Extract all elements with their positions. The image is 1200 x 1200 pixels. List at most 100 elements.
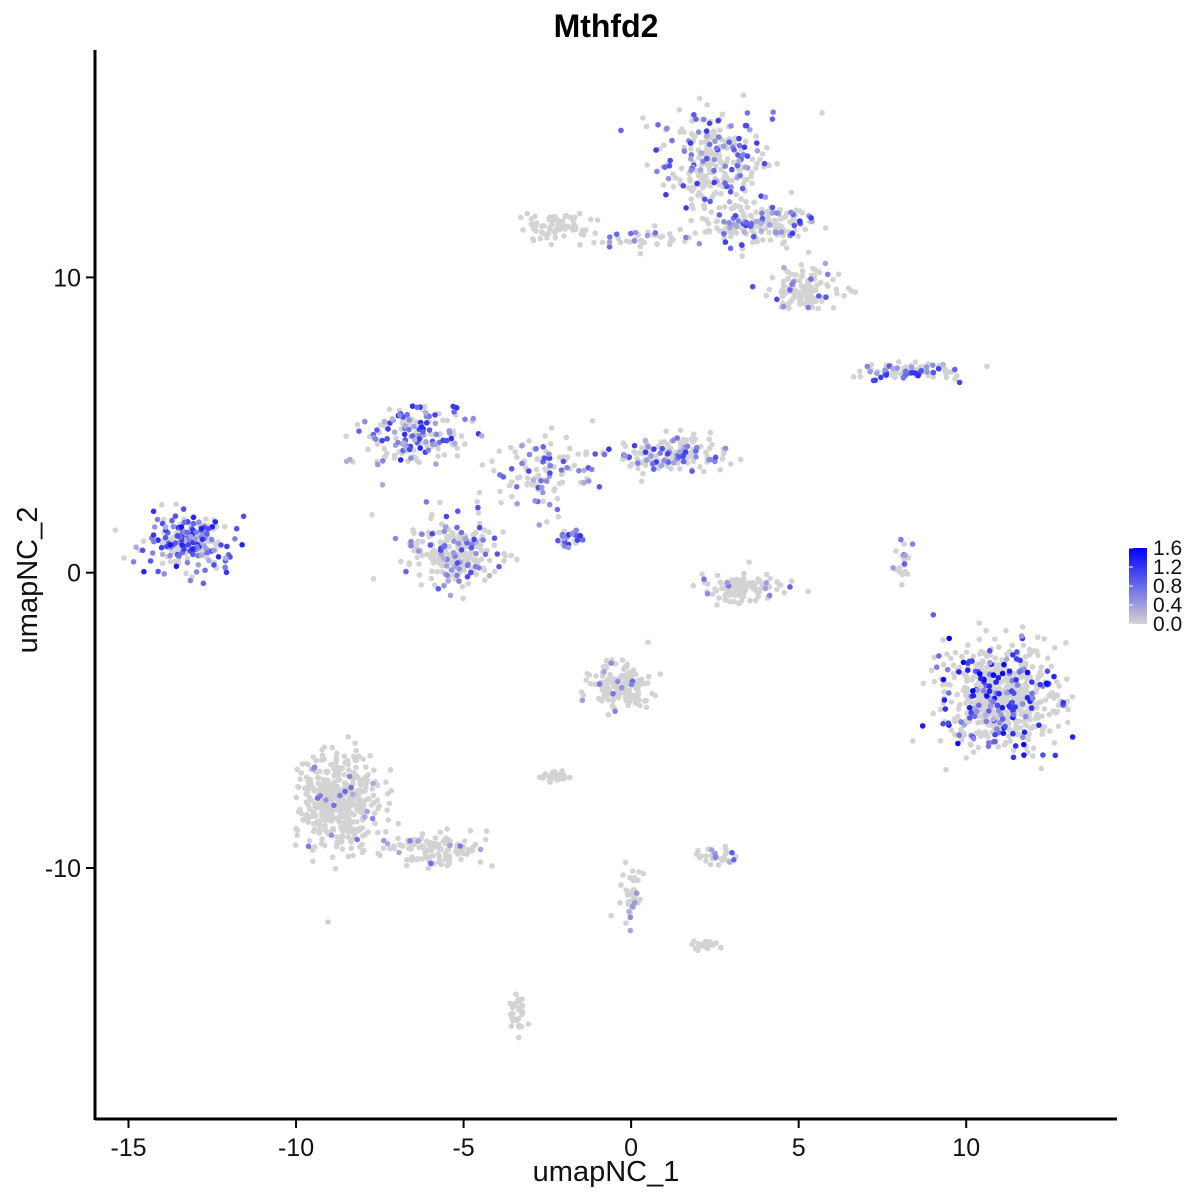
data-point (780, 214, 787, 221)
data-point (601, 451, 608, 458)
data-point (703, 173, 709, 179)
data-point (753, 597, 759, 604)
data-point (695, 940, 702, 947)
data-point (983, 627, 989, 634)
data-point (198, 525, 205, 532)
data-point (930, 612, 937, 618)
data-point (426, 427, 433, 433)
data-point (334, 750, 340, 757)
data-point (514, 1017, 520, 1024)
data-point (956, 669, 962, 675)
data-point (874, 370, 880, 377)
data-point (1010, 754, 1017, 761)
data-point (759, 151, 766, 157)
data-point (343, 433, 349, 440)
data-point (370, 780, 376, 787)
data-point (477, 846, 484, 853)
data-point (589, 418, 596, 424)
data-point (339, 846, 346, 852)
data-point (1049, 689, 1056, 696)
data-point (1029, 664, 1036, 670)
data-point (982, 712, 989, 718)
data-point (1013, 656, 1020, 662)
data-point (883, 372, 889, 378)
data-point (728, 184, 734, 190)
data-point (432, 412, 438, 418)
data-point (1048, 663, 1055, 670)
data-point (425, 447, 432, 454)
data-point (365, 446, 371, 453)
data-point (775, 222, 782, 229)
data-point (819, 110, 825, 116)
data-point (576, 467, 582, 474)
data-point (747, 597, 753, 604)
data-point (184, 555, 191, 562)
data-point (406, 426, 412, 433)
data-point (688, 217, 694, 224)
data-point (777, 582, 784, 588)
x-tick-label: 0 (624, 1134, 638, 1162)
data-point (706, 141, 713, 148)
data-point (749, 180, 755, 186)
data-point (601, 669, 607, 675)
data-point (312, 844, 318, 850)
data-point (999, 716, 1006, 722)
data-point (319, 836, 325, 842)
x-tick-label: 10 (952, 1134, 980, 1162)
data-point (198, 552, 205, 558)
data-point (449, 530, 456, 536)
data-point (963, 692, 969, 699)
data-point (579, 227, 586, 234)
data-point (350, 769, 357, 776)
data-point (342, 788, 348, 795)
data-point (780, 303, 787, 310)
data-point (864, 363, 871, 370)
data-point (406, 417, 413, 423)
data-point (419, 552, 426, 558)
data-point (630, 667, 637, 673)
data-point (622, 443, 629, 450)
data-point (711, 179, 717, 186)
data-point (645, 639, 651, 646)
data-point (227, 554, 233, 560)
data-point (446, 430, 453, 436)
data-point (735, 218, 742, 224)
data-point (461, 838, 468, 844)
data-point (699, 215, 706, 222)
data-point (403, 856, 410, 863)
data-point (408, 455, 414, 461)
data-point (332, 865, 339, 872)
data-point (481, 527, 488, 533)
data-point (741, 575, 747, 582)
data-point (652, 230, 659, 236)
data-point (707, 861, 714, 868)
data-point (173, 563, 180, 570)
data-point (704, 155, 710, 162)
chart-title: Mthfd2 (554, 8, 659, 44)
data-point (451, 409, 457, 415)
data-point (942, 706, 949, 712)
data-point (999, 697, 1006, 704)
data-point (318, 815, 325, 822)
data-point (748, 212, 754, 219)
data-point (377, 422, 384, 428)
data-point (1035, 634, 1041, 640)
data-point (766, 286, 773, 293)
data-point (601, 691, 608, 698)
data-point (1018, 688, 1024, 695)
data-point (436, 560, 443, 567)
data-point (940, 721, 946, 727)
data-point (664, 451, 671, 457)
data-point (222, 523, 228, 530)
data-point (540, 444, 546, 450)
data-point (727, 245, 734, 252)
data-point (744, 204, 751, 211)
data-point (931, 678, 938, 685)
data-point (1017, 705, 1024, 712)
data-point (734, 162, 741, 169)
data-point (937, 738, 944, 744)
data-point (450, 403, 457, 410)
data-point (976, 702, 982, 709)
data-point (299, 761, 306, 767)
data-point (718, 585, 725, 592)
